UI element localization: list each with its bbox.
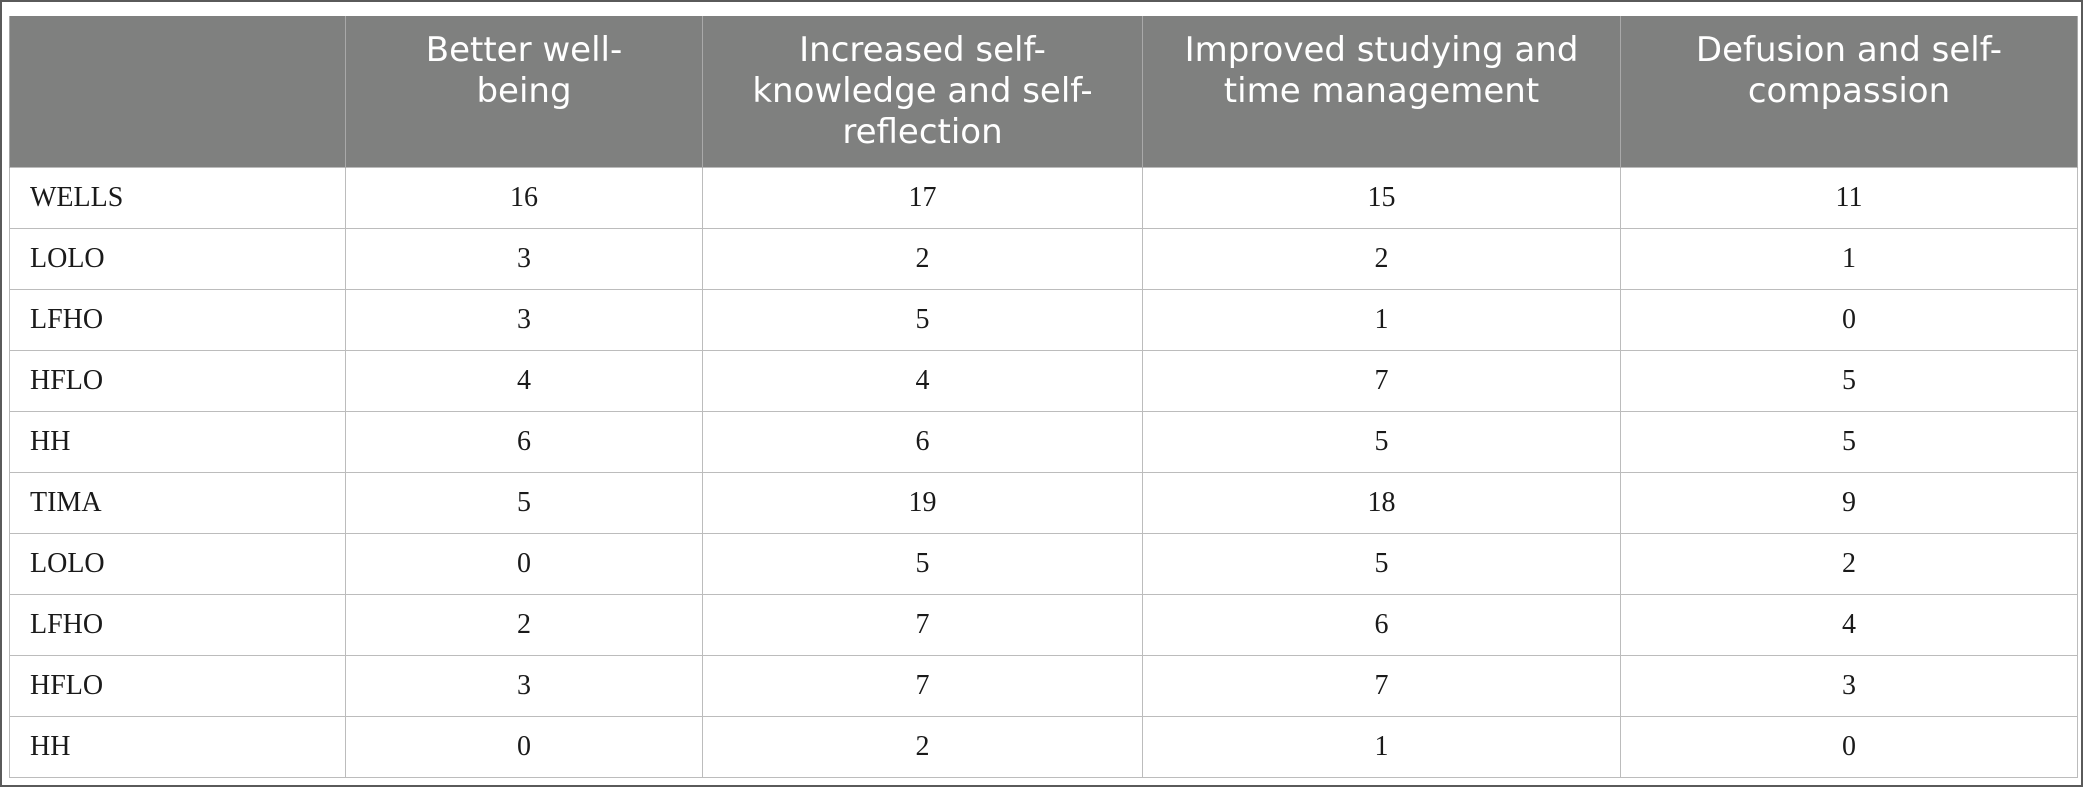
row-label: HH (9, 411, 346, 473)
table-header: Better well-being Increased self-knowled… (9, 16, 2078, 168)
table-cell: 4 (1620, 594, 2078, 656)
table-cell: 5 (1142, 533, 1621, 595)
table-cell: 15 (1142, 167, 1621, 229)
table-row: HFLO 3 7 7 3 (9, 655, 2078, 717)
header-cell-self-knowledge: Increased self-knowledge and self-reflec… (702, 16, 1143, 168)
header-cell-empty (9, 16, 346, 168)
row-label: LOLO (9, 533, 346, 595)
row-label: HFLO (9, 655, 346, 717)
table-cell: 0 (345, 716, 703, 778)
table-cell: 5 (345, 472, 703, 534)
table-cell: 3 (345, 655, 703, 717)
table-cell: 7 (702, 655, 1143, 717)
table-cell: 1 (1142, 289, 1621, 351)
table-cell: 2 (1620, 533, 2078, 595)
table-row: LOLO 0 5 5 2 (9, 533, 2078, 595)
table-cell: 3 (345, 228, 703, 290)
table-cell: 4 (702, 350, 1143, 412)
table-cell: 16 (345, 167, 703, 229)
table-cell: 0 (345, 533, 703, 595)
table-cell: 11 (1620, 167, 2078, 229)
table-cell: 2 (1142, 228, 1621, 290)
table-cell: 4 (345, 350, 703, 412)
table-cell: 17 (702, 167, 1143, 229)
row-label: LOLO (9, 228, 346, 290)
table-cell: 18 (1142, 472, 1621, 534)
table-row: HH 6 6 5 5 (9, 411, 2078, 473)
row-label: HFLO (9, 350, 346, 412)
table-row: LOLO 3 2 2 1 (9, 228, 2078, 290)
table-row: TIMA 5 19 18 9 (9, 472, 2078, 534)
table-row: LFHO 3 5 1 0 (9, 289, 2078, 351)
table-cell: 7 (1142, 655, 1621, 717)
row-label: WELLS (9, 167, 346, 229)
row-label: HH (9, 716, 346, 778)
table-cell: 5 (702, 289, 1143, 351)
table-row: HFLO 4 4 7 5 (9, 350, 2078, 412)
table-cell: 7 (1142, 350, 1621, 412)
row-label: TIMA (9, 472, 346, 534)
table-cell: 5 (702, 533, 1143, 595)
table-cell: 0 (1620, 289, 2078, 351)
table-cell: 6 (1142, 594, 1621, 656)
table-cell: 0 (1620, 716, 2078, 778)
table-cell: 2 (345, 594, 703, 656)
table-cell: 5 (1620, 350, 2078, 412)
header-cell-better-well-being: Better well-being (345, 16, 703, 168)
table-cell: 2 (702, 228, 1143, 290)
table-cell: 1 (1620, 228, 2078, 290)
row-label: LFHO (9, 289, 346, 351)
table-cell: 3 (345, 289, 703, 351)
table-cell: 3 (1620, 655, 2078, 717)
header-row: Better well-being Increased self-knowled… (9, 16, 2078, 168)
table-cell: 19 (702, 472, 1143, 534)
table-cell: 6 (345, 411, 703, 473)
table-row: LFHO 2 7 6 4 (9, 594, 2078, 656)
table-cell: 6 (702, 411, 1143, 473)
table-cell: 7 (702, 594, 1143, 656)
table-row: HH 0 2 1 0 (9, 716, 2078, 778)
results-table: Better well-being Increased self-knowled… (9, 16, 2078, 778)
header-cell-studying-time-management: Improved studying and time management (1142, 16, 1621, 168)
table-cell: 1 (1142, 716, 1621, 778)
row-label: LFHO (9, 594, 346, 656)
table-cell: 5 (1620, 411, 2078, 473)
table-row: WELLS 16 17 15 11 (9, 167, 2078, 229)
table-cell: 9 (1620, 472, 2078, 534)
table-body: WELLS 16 17 15 11 LOLO 3 2 2 1 LFHO 3 5 … (9, 167, 2078, 778)
table-cell: 5 (1142, 411, 1621, 473)
table-cell: 2 (702, 716, 1143, 778)
header-cell-defusion-self-compassion: Defusion and self-compassion (1620, 16, 2078, 168)
